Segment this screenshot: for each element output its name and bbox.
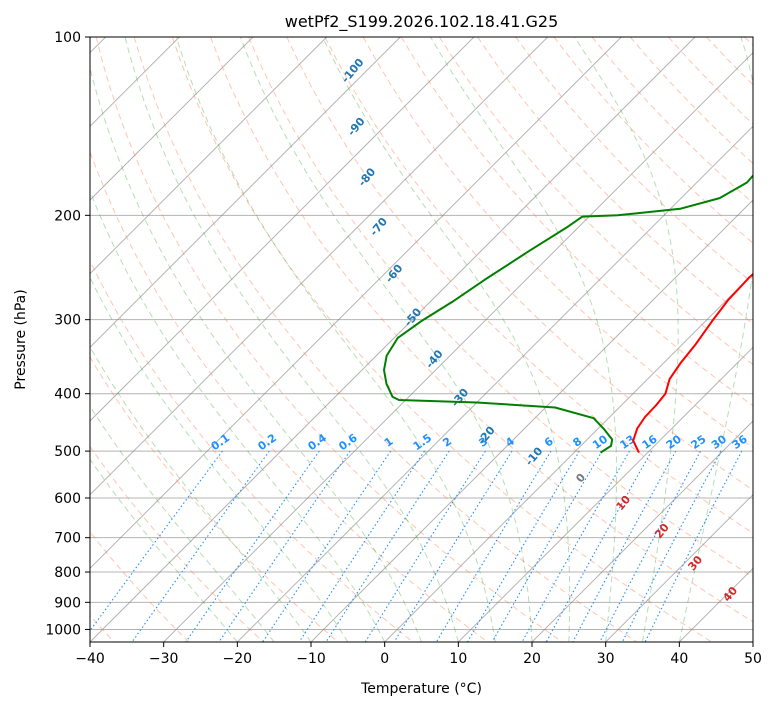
moist-adiabat-line (90, 65, 422, 642)
moist-adiabat-line (678, 37, 753, 642)
dry-adiabat-line (133, 37, 638, 642)
y-tick-label: 900 (54, 595, 81, 611)
mixing-ratio-line (90, 450, 223, 632)
x-axis-label: Temperature (°C) (360, 681, 482, 697)
y-tick-label: 1000 (45, 622, 81, 638)
x-tick-label: 0 (380, 651, 389, 667)
y-tick-label: 600 (54, 491, 81, 507)
isotherm-line (531, 420, 753, 642)
x-tick-label: −10 (296, 651, 326, 667)
moist-adiabat-line (175, 37, 496, 642)
y-axis-label: Pressure (hPa) (13, 289, 29, 389)
dry-adiabat-line (477, 37, 753, 325)
moist-adiabat-line (574, 37, 679, 642)
mixing-ratio-line (521, 450, 630, 642)
chart-title: wetPf2_S199.2026.102.18.41.G25 (285, 12, 559, 32)
isotherm-line (457, 346, 753, 642)
background-lines (90, 37, 753, 642)
moist-adiabat-line (322, 37, 571, 642)
y-tick-label: 300 (54, 313, 81, 329)
y-tick-label: 700 (54, 531, 81, 547)
mixing-ratio-line (545, 450, 653, 642)
isotherm-line (384, 272, 753, 642)
isotherm-line (163, 51, 753, 642)
x-tick-label: −40 (75, 651, 105, 667)
moist-adiabat-line (90, 345, 312, 642)
mixing-ratio-line (572, 450, 677, 642)
mixing-ratio-line (621, 450, 722, 642)
mixing-ratio-line (262, 450, 392, 642)
dewpoint-profile-line (383, 174, 753, 454)
dry-adiabat-line (95, 37, 563, 642)
isotherm-line (90, 37, 696, 642)
mixing-ratio-line (298, 450, 425, 642)
dry-adiabat-line (286, 37, 753, 534)
dry-adiabat-line (90, 259, 414, 642)
plot-frame (89, 36, 754, 643)
dry-adiabat-line (90, 356, 339, 642)
moist-adiabat-line (124, 37, 459, 642)
mixing-ratio-line (491, 450, 603, 642)
isotherm-line (90, 37, 622, 570)
mixing-ratio-line (644, 450, 743, 642)
isotherm-line (605, 493, 753, 642)
dry-adiabat-line (210, 37, 753, 623)
y-tick-label: 500 (54, 444, 81, 460)
temperature-profile-line (632, 272, 753, 454)
dry-adiabat-line (90, 445, 264, 642)
moist-adiabat-line (90, 458, 238, 642)
moist-adiabat-line (239, 37, 533, 642)
x-tick-label: 30 (597, 651, 615, 667)
dry-adiabat-line (438, 37, 753, 366)
isotherm-line (90, 37, 549, 496)
moist-adiabat-line (90, 276, 349, 642)
moist-adiabat-line (430, 37, 617, 642)
axes: −40 −30 −20 −10 0 10 20 30 40 50 1000 900 800 700 600 5… (45, 30, 762, 667)
y-tick-label: 400 (54, 387, 81, 403)
profile-lines (383, 174, 753, 454)
dry-adiabat-line (248, 37, 753, 578)
mixing-ratio-line (393, 450, 513, 642)
y-tick-label: 800 (54, 565, 81, 581)
dry-adiabat-line (90, 150, 488, 642)
x-tick-label: 20 (523, 651, 541, 667)
isotherm-line (310, 199, 753, 642)
isotherm-line (90, 37, 401, 349)
mixing-ratio-line (185, 450, 320, 642)
y-tick-label: 100 (54, 30, 81, 46)
y-tick-label: 200 (54, 208, 81, 224)
isotherm-line (90, 37, 328, 275)
mixing-ratio-line (218, 450, 351, 642)
mixing-ratio-line (599, 450, 701, 642)
moist-adiabat-line (90, 189, 386, 642)
x-tick-label: −30 (149, 651, 179, 667)
x-tick-label: 50 (744, 651, 762, 667)
isotherm-line (90, 37, 254, 201)
isotherm-line (236, 125, 753, 642)
isotherm-line (90, 37, 475, 422)
x-tick-label: −20 (223, 651, 253, 667)
x-tick-label: 10 (449, 651, 467, 667)
dry-adiabat-line (324, 37, 753, 491)
moist-adiabat-line (90, 405, 275, 642)
dry-adiabat-line (171, 37, 712, 642)
x-tick-label: 40 (670, 651, 688, 667)
